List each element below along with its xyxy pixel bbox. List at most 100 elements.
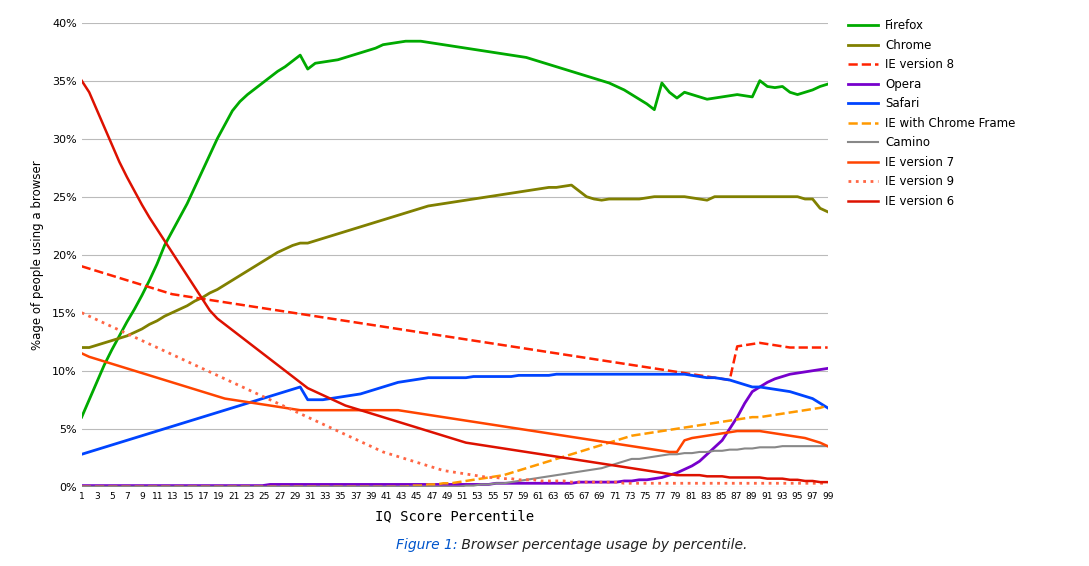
Safari xyxy=(75,451,88,458)
Chrome xyxy=(218,281,231,288)
Safari xyxy=(248,397,261,404)
Safari xyxy=(460,374,473,381)
IE version 9 xyxy=(218,375,231,382)
Firefox xyxy=(821,81,834,88)
IE version 6 xyxy=(460,439,473,446)
IE version 9 xyxy=(248,389,261,396)
Line: IE version 9: IE version 9 xyxy=(82,312,828,483)
Camino xyxy=(248,483,261,490)
Firefox xyxy=(791,91,804,98)
Line: IE with Chrome Frame: IE with Chrome Frame xyxy=(82,405,828,487)
IE version 6 xyxy=(519,448,533,455)
IE version 8 xyxy=(791,344,804,351)
IE version 8 xyxy=(519,345,533,352)
IE version 9 xyxy=(821,480,834,487)
IE version 8 xyxy=(460,336,473,343)
IE version 7 xyxy=(663,448,676,455)
Opera xyxy=(519,480,533,487)
Firefox xyxy=(467,46,480,53)
Chrome xyxy=(821,208,834,215)
X-axis label: IQ Score Percentile: IQ Score Percentile xyxy=(375,509,535,523)
IE version 7 xyxy=(248,400,261,406)
IE version 8 xyxy=(821,344,834,351)
Firefox xyxy=(218,121,231,128)
IE with Chrome Frame xyxy=(783,409,796,416)
Safari xyxy=(791,391,804,397)
Y-axis label: %age of people using a browser: %age of people using a browser xyxy=(30,160,44,350)
Camino xyxy=(761,444,774,451)
Opera xyxy=(218,482,231,489)
Opera xyxy=(248,482,261,489)
IE with Chrome Frame xyxy=(218,483,231,490)
Chrome xyxy=(519,187,533,194)
Chrome xyxy=(769,194,782,200)
Safari xyxy=(550,371,563,378)
IE version 6 xyxy=(218,321,231,328)
IE version 9 xyxy=(519,477,533,483)
IE version 9 xyxy=(460,470,473,477)
IE version 7 xyxy=(460,417,473,424)
Firefox xyxy=(400,38,413,45)
Legend: Firefox, Chrome, IE version 8, Opera, Safari, IE with Chrome Frame, Camino, IE v: Firefox, Chrome, IE version 8, Opera, Sa… xyxy=(848,19,1015,208)
IE version 8 xyxy=(769,342,782,349)
IE version 7 xyxy=(519,427,533,434)
Line: IE version 7: IE version 7 xyxy=(82,353,828,452)
Opera xyxy=(821,365,834,372)
Opera xyxy=(75,482,88,489)
IE version 7 xyxy=(218,395,231,402)
Opera xyxy=(783,371,796,378)
Line: Opera: Opera xyxy=(82,368,828,486)
Safari xyxy=(519,372,533,379)
IE with Chrome Frame xyxy=(460,478,473,484)
Firefox xyxy=(248,85,261,92)
IE version 9 xyxy=(617,480,631,487)
IE version 8 xyxy=(218,299,231,306)
Firefox xyxy=(75,414,88,421)
IE version 9 xyxy=(791,480,804,487)
IE version 9 xyxy=(769,480,782,487)
IE with Chrome Frame xyxy=(75,483,88,490)
IE version 8 xyxy=(248,303,261,310)
Line: Camino: Camino xyxy=(82,446,828,487)
IE version 8 xyxy=(723,376,736,383)
IE version 7 xyxy=(821,443,834,449)
IE version 6 xyxy=(821,479,834,486)
Firefox xyxy=(527,57,540,63)
Text: Figure 1:: Figure 1: xyxy=(396,538,457,552)
Line: Chrome: Chrome xyxy=(82,185,828,348)
Camino xyxy=(791,443,804,449)
IE version 6 xyxy=(248,344,261,351)
IE with Chrome Frame xyxy=(821,402,834,409)
IE version 6 xyxy=(783,477,796,483)
Firefox xyxy=(769,84,782,91)
Chrome xyxy=(460,197,473,204)
Camino xyxy=(218,483,231,490)
Safari xyxy=(218,407,231,414)
Opera xyxy=(460,481,473,488)
Camino xyxy=(519,477,533,483)
Line: IE version 8: IE version 8 xyxy=(82,267,828,380)
Chrome xyxy=(565,182,578,188)
Chrome xyxy=(248,263,261,270)
Opera xyxy=(761,379,774,386)
Line: IE version 6: IE version 6 xyxy=(82,81,828,482)
Text: Browser percentage usage by percentile.: Browser percentage usage by percentile. xyxy=(457,538,748,552)
Line: Safari: Safari xyxy=(82,374,828,454)
Camino xyxy=(775,443,788,449)
Safari xyxy=(821,405,834,411)
IE version 6 xyxy=(75,78,88,84)
IE with Chrome Frame xyxy=(761,413,774,419)
IE version 7 xyxy=(791,434,804,440)
Safari xyxy=(769,386,782,393)
Chrome xyxy=(791,194,804,200)
IE version 8 xyxy=(75,263,88,270)
IE with Chrome Frame xyxy=(519,465,533,471)
Chrome xyxy=(75,344,88,351)
IE with Chrome Frame xyxy=(248,483,261,490)
IE version 6 xyxy=(761,475,774,482)
Camino xyxy=(75,483,88,490)
IE version 7 xyxy=(769,430,782,437)
Camino xyxy=(821,443,834,449)
IE version 7 xyxy=(75,350,88,357)
Camino xyxy=(460,482,473,489)
